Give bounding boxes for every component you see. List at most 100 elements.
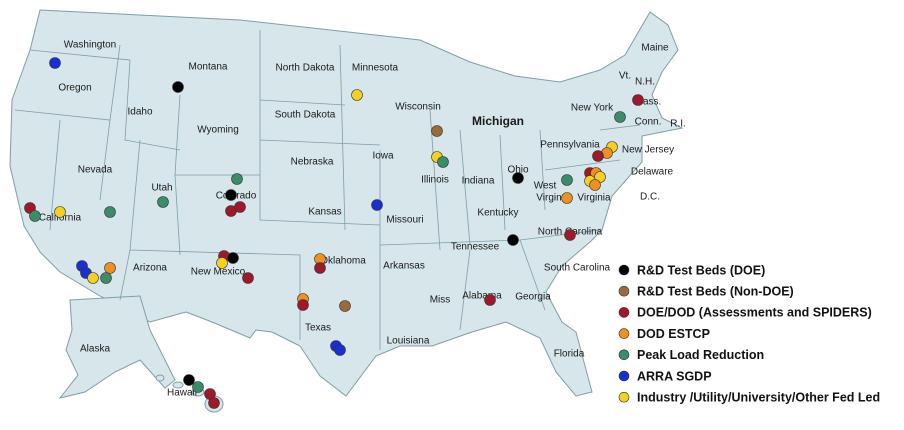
- state-label: Illinois: [421, 175, 449, 186]
- site-marker: [512, 172, 524, 184]
- state-label: R.I.: [670, 119, 686, 130]
- state-label: Conn.: [635, 117, 662, 128]
- state-label: Texas: [305, 323, 331, 334]
- state-label: Delaware: [631, 167, 674, 178]
- state-label: New York: [571, 103, 614, 114]
- borders: [14, 30, 641, 350]
- site-marker: [216, 257, 228, 269]
- legend-label: R&D Test Beds (DOE): [637, 263, 765, 277]
- legend-label: ARRA SGDP: [637, 369, 712, 383]
- legend-label: R&D Test Beds (Non-DOE): [637, 284, 794, 298]
- legend: R&D Test Beds (DOE) R&D Test Beds (Non-DO…: [618, 263, 880, 404]
- site-marker: [561, 174, 573, 186]
- state-label: Iowa: [372, 151, 394, 162]
- state-label: Arkansas: [383, 261, 425, 272]
- hawaii-island: [172, 381, 184, 389]
- state-label: Nevada: [78, 165, 113, 176]
- site-marker: [157, 196, 169, 208]
- site-marker: [431, 125, 443, 137]
- legend-swatch: [618, 349, 630, 361]
- state-label: Washington: [64, 40, 116, 51]
- site-marker: [54, 206, 66, 218]
- site-marker: [437, 156, 449, 168]
- site-marker: [104, 262, 116, 274]
- site-marker: [564, 229, 576, 241]
- state-label: Ohio: [507, 165, 529, 176]
- site-marker: [339, 300, 351, 312]
- legend-label: DOE/DOD (Assessments and SPIDERS): [637, 306, 872, 320]
- state-label: Indiana: [462, 176, 495, 187]
- state-label: Minnesota: [352, 63, 399, 74]
- legend-label: Industry /Utility/University/Other Fed L…: [637, 390, 880, 404]
- state-label: Virginia: [577, 193, 611, 204]
- state-label: Oregon: [58, 83, 91, 94]
- site-marker: [561, 192, 573, 204]
- site-marker: [234, 201, 246, 213]
- site-marker: [225, 189, 237, 201]
- site-marker: [314, 262, 326, 274]
- state-label: Alabama: [462, 291, 502, 302]
- state-label: South Dakota: [275, 110, 336, 121]
- lower-48: [9, 9, 684, 397]
- state-label: California: [39, 213, 82, 224]
- state-label: Louisiana: [387, 336, 430, 347]
- site-marker: [242, 272, 254, 284]
- state-label: Tennessee: [451, 242, 500, 253]
- site-marker: [49, 57, 61, 69]
- land: [9, 9, 684, 413]
- state-label: Florida: [554, 349, 585, 360]
- site-marker: [231, 173, 243, 185]
- state-label: N.H.: [635, 77, 655, 88]
- state-label: Hawaii: [167, 388, 197, 399]
- site-marker: [632, 94, 644, 106]
- legend-label: DOD ESTCP: [637, 327, 710, 341]
- state-label: Virgin: [536, 193, 561, 204]
- site-marker: [589, 179, 601, 191]
- state-label: Oklahoma: [320, 256, 366, 267]
- site-marker: [29, 210, 41, 222]
- state-label: Montana: [189, 62, 228, 73]
- state-label: Mass.: [635, 97, 662, 108]
- site-marker: [208, 397, 220, 409]
- alaska: [58, 295, 176, 399]
- state-label: Vt.: [619, 71, 631, 82]
- site-marker: [371, 199, 383, 211]
- legend-swatch: [618, 307, 630, 318]
- state-label: New Jersey: [622, 145, 674, 156]
- legend-swatch: [618, 328, 630, 339]
- hawaii-island: [155, 374, 165, 382]
- site-marker: [227, 252, 239, 264]
- site-marker: [507, 234, 519, 246]
- legend-label: Peak Load Reduction: [637, 348, 764, 362]
- state-label: Wyoming: [197, 125, 239, 136]
- site-marker: [297, 299, 309, 311]
- site-marker: [172, 81, 184, 93]
- state-label: Michigan: [472, 114, 524, 128]
- state-label: Miss: [430, 295, 451, 306]
- state-label: Alaska: [80, 344, 110, 355]
- state-label: Nebraska: [291, 157, 334, 168]
- state-label: Missouri: [386, 215, 423, 226]
- state-label: Wisconsin: [395, 102, 441, 113]
- state-label: North Dakota: [276, 63, 335, 74]
- site-marker: [351, 89, 363, 101]
- legend-swatch: [618, 285, 630, 297]
- site-markers: [24, 57, 644, 409]
- state-label: Pennsylvania: [540, 140, 600, 151]
- site-marker: [484, 294, 496, 306]
- state-label: Kentucky: [477, 208, 518, 219]
- site-marker: [183, 374, 195, 386]
- site-marker: [334, 344, 346, 356]
- state-label: Idaho: [127, 107, 152, 118]
- state-label: New Mexico: [191, 267, 246, 278]
- site-marker: [87, 272, 99, 284]
- site-marker: [104, 206, 116, 218]
- site-marker: [192, 381, 204, 393]
- state-label: Georgia: [515, 292, 551, 303]
- state-label: Maine: [641, 43, 669, 54]
- state-label: West: [534, 181, 557, 192]
- site-marker: [100, 272, 112, 284]
- site-marker: [614, 111, 626, 123]
- legend-swatch: [618, 391, 630, 403]
- state-label: Arizona: [133, 263, 167, 274]
